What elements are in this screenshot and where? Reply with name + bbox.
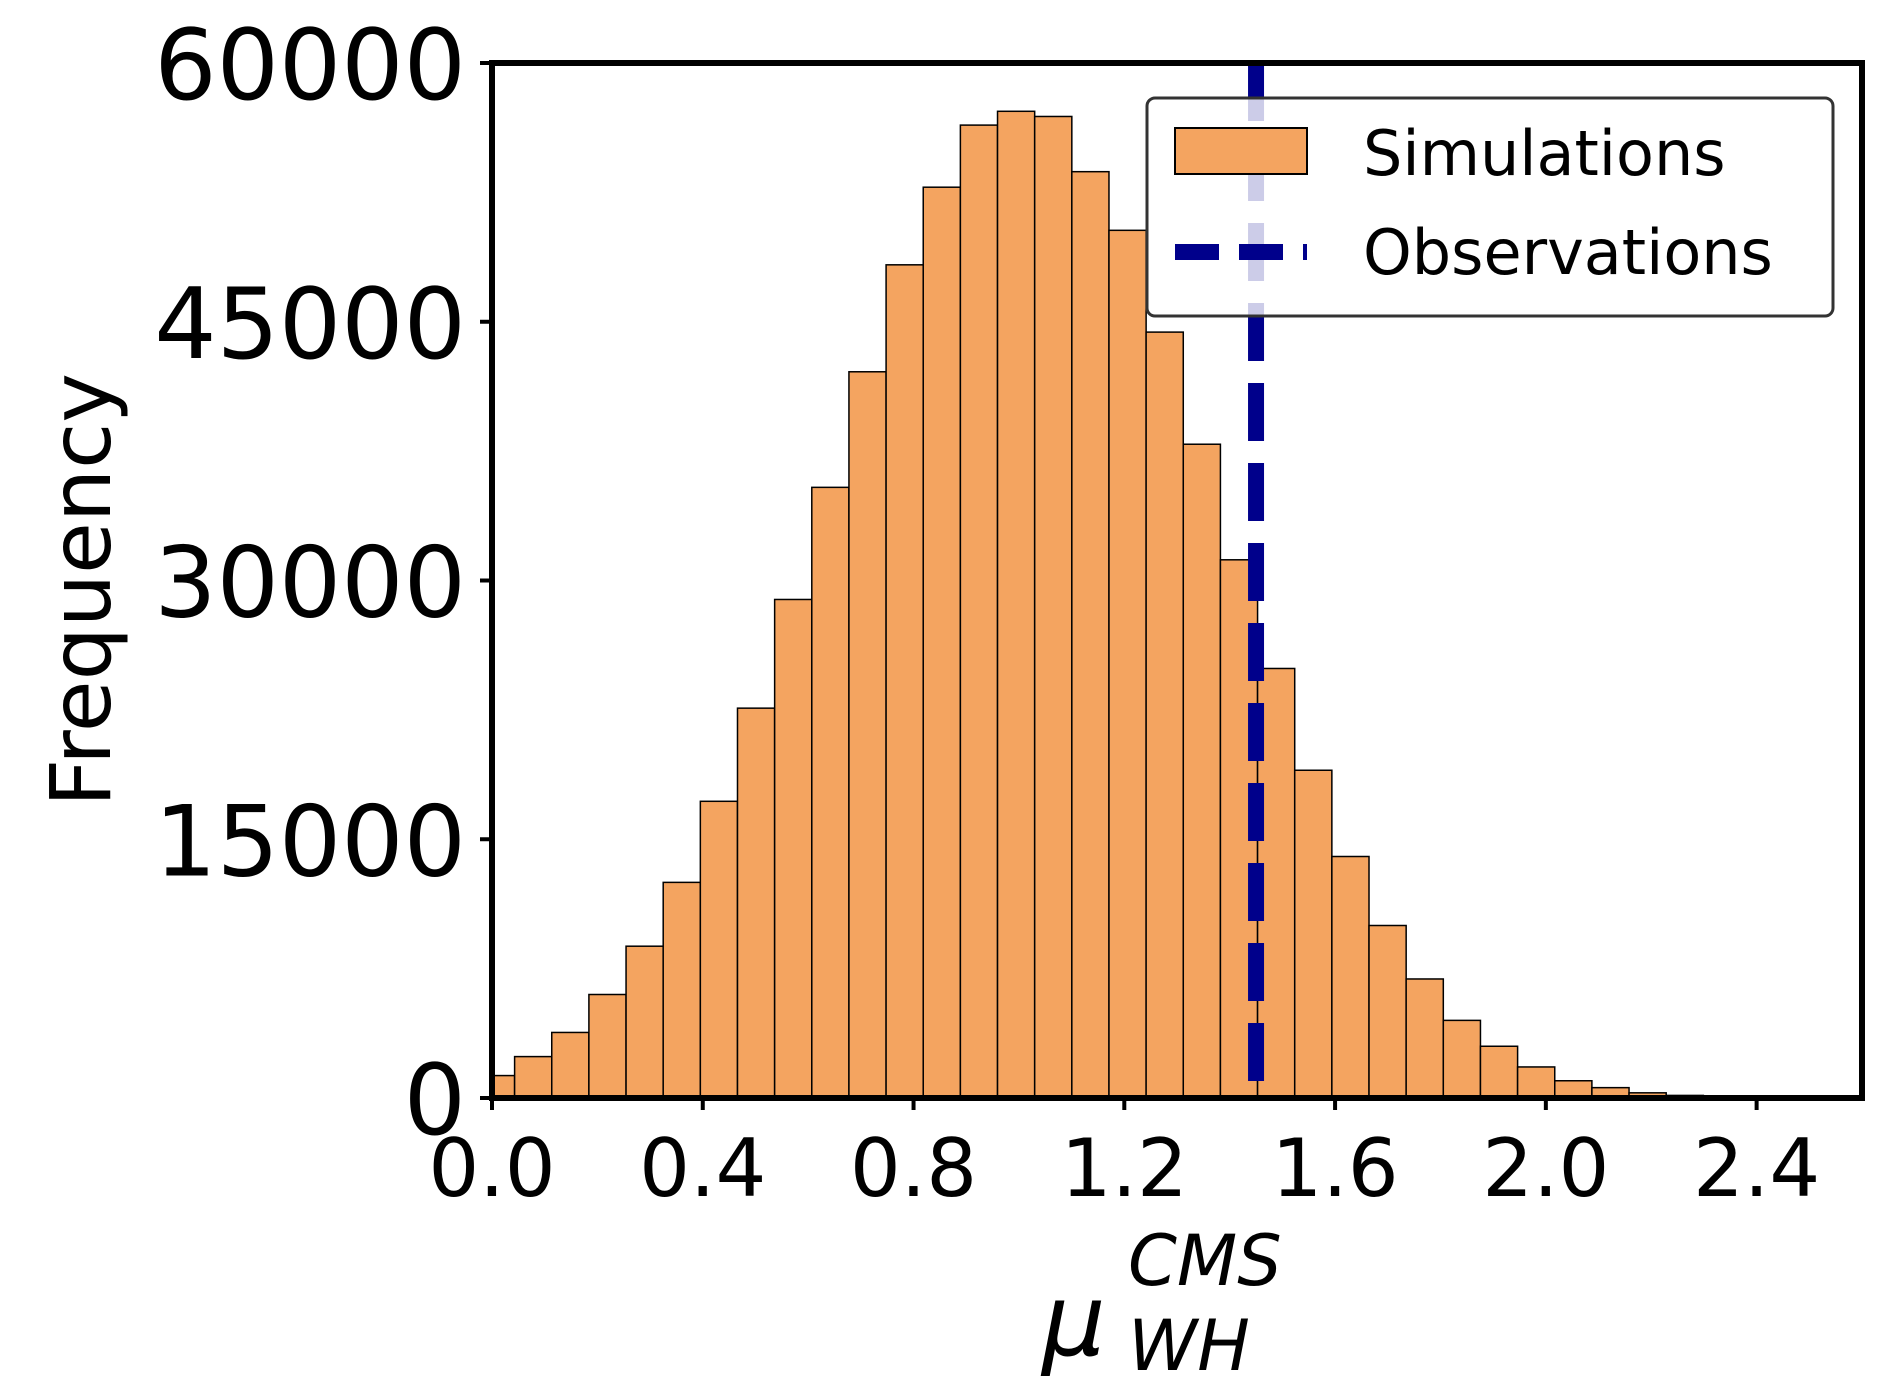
histogram-bar	[1405, 978, 1445, 1098]
histogram-bar	[1145, 331, 1185, 1098]
plot-frame	[489, 60, 1865, 1101]
y-axis-ticks: 0 15000 30000 45000 60000	[154, 9, 492, 1158]
histogram-bar	[1071, 170, 1110, 1098]
histogram-bar	[959, 124, 999, 1098]
histogram-bar	[1442, 1019, 1482, 1098]
histogram-bar	[662, 881, 702, 1098]
x-tick-label: 0.8	[850, 1122, 977, 1215]
histogram-bar	[625, 945, 664, 1098]
x-tick-label: 0.0	[428, 1122, 555, 1215]
histogram-bar	[551, 1031, 590, 1098]
legend-simulations-swatch	[1174, 127, 1308, 175]
histogram-bar	[1368, 924, 1407, 1098]
histogram-bar	[1516, 1066, 1556, 1098]
bars-group	[492, 110, 1779, 1098]
y-tick-label: 15000	[154, 785, 466, 899]
histogram-bar	[1293, 769, 1333, 1098]
histogram-bar	[1331, 855, 1370, 1098]
x-tick-label: 1.6	[1271, 1122, 1398, 1215]
histogram-bar	[1479, 1045, 1519, 1098]
histogram-bar	[1182, 443, 1222, 1098]
histogram-bar	[996, 110, 1036, 1098]
histogram-bar	[1108, 229, 1147, 1098]
histogram-bar	[1033, 115, 1073, 1098]
legend-box	[1145, 96, 1835, 318]
x-tick-label: 2.4	[1693, 1122, 1820, 1215]
x-tick-label: 1.2	[1061, 1122, 1188, 1215]
x-axis-label-subscript: WH	[1128, 1305, 1250, 1387]
y-axis-label: Frequency	[32, 373, 130, 807]
y-tick-label: 30000	[154, 527, 466, 641]
histogram-bar	[848, 371, 887, 1098]
legend-simulations-label: Simulations	[1363, 117, 1726, 190]
histogram-bar	[588, 993, 627, 1098]
legend: Simulations Observations	[1145, 96, 1835, 318]
x-tick-label: 0.4	[639, 1122, 766, 1215]
histogram-bar	[699, 800, 739, 1098]
x-axis-label-superscript: CMS	[1128, 1220, 1282, 1302]
x-axis-label: μ CMS WH	[1040, 1220, 1287, 1387]
y-tick-label: 60000	[154, 9, 466, 123]
histogram-bar	[492, 1074, 516, 1098]
legend-observations-label: Observations	[1363, 216, 1773, 289]
histogram-bar	[513, 1055, 553, 1098]
x-tick-label: 2.0	[1482, 1122, 1609, 1215]
histogram-bar	[736, 707, 776, 1098]
y-tick-label: 45000	[154, 268, 466, 382]
x-axis-ticks: 0.0 0.4 0.8 1.2 1.6 2.0 2.4	[428, 1098, 1820, 1215]
histogram-bar	[922, 186, 962, 1098]
histogram-bar	[773, 598, 813, 1098]
y-tick-label: 0	[404, 1044, 466, 1158]
histogram-bar	[811, 486, 850, 1098]
histogram-bar	[885, 264, 924, 1098]
x-axis-label-main: μ	[1040, 1262, 1106, 1379]
